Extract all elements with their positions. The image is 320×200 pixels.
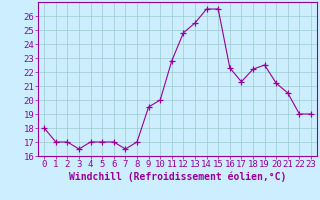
X-axis label: Windchill (Refroidissement éolien,°C): Windchill (Refroidissement éolien,°C) <box>69 172 286 182</box>
